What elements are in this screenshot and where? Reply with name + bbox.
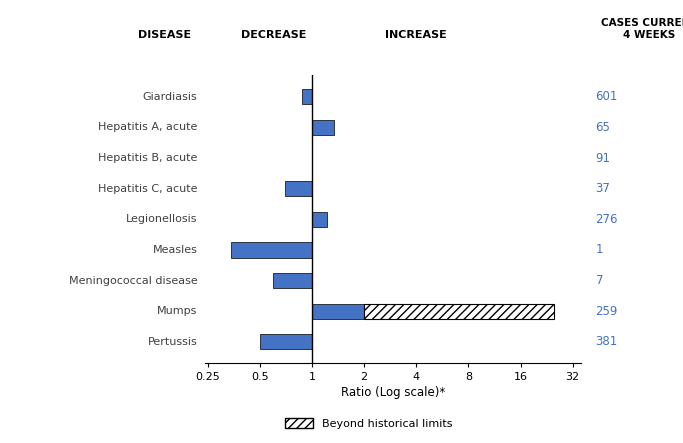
Text: INCREASE: INCREASE	[385, 30, 447, 40]
Legend: Beyond historical limits: Beyond historical limits	[281, 413, 457, 433]
Text: Mumps: Mumps	[157, 306, 197, 316]
Text: 601: 601	[596, 90, 618, 103]
Bar	[273, 273, 312, 288]
Text: Legionellosis: Legionellosis	[126, 214, 197, 224]
Bar	[312, 120, 335, 135]
Bar	[364, 303, 554, 319]
Text: 65: 65	[596, 121, 611, 134]
Text: Measles: Measles	[152, 245, 197, 255]
Bar	[312, 303, 364, 319]
Text: Hepatitis A, acute: Hepatitis A, acute	[98, 122, 197, 132]
Bar	[303, 89, 312, 105]
Text: 37: 37	[596, 182, 611, 195]
Text: DISEASE: DISEASE	[138, 30, 191, 40]
Text: Hepatitis B, acute: Hepatitis B, acute	[98, 153, 197, 163]
Bar	[285, 181, 312, 196]
Text: 7: 7	[596, 274, 603, 287]
Bar	[231, 242, 312, 257]
Text: Meningococcal disease: Meningococcal disease	[68, 276, 197, 286]
Text: 259: 259	[596, 305, 618, 318]
Text: 1: 1	[596, 243, 603, 256]
Text: 381: 381	[596, 335, 618, 348]
X-axis label: Ratio (Log scale)*: Ratio (Log scale)*	[341, 386, 445, 400]
Bar	[260, 334, 312, 350]
Text: 276: 276	[596, 213, 618, 226]
Text: Pertussis: Pertussis	[148, 337, 197, 347]
Text: CASES CURRENT
4 WEEKS: CASES CURRENT 4 WEEKS	[600, 18, 683, 40]
Text: Hepatitis C, acute: Hepatitis C, acute	[98, 184, 197, 194]
Text: 91: 91	[596, 152, 611, 164]
Text: Giardiasis: Giardiasis	[143, 92, 197, 102]
Text: DECREASE: DECREASE	[240, 30, 306, 40]
Bar	[312, 212, 327, 227]
